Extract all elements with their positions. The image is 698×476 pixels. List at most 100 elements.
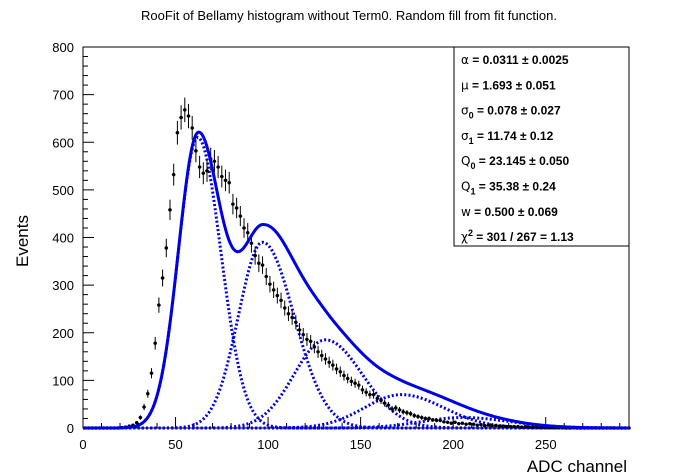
data-point bbox=[493, 423, 498, 428]
parameter-value: = 0.500 ± 0.069 bbox=[471, 205, 558, 219]
data-point bbox=[419, 415, 424, 420]
parameter-symbol: χ bbox=[461, 230, 468, 244]
x-tick-label: 250 bbox=[535, 437, 557, 452]
parameter-subscript: 0 bbox=[470, 161, 475, 171]
fit-curve bbox=[83, 130, 629, 430]
x-axis-label: ADC channel bbox=[527, 457, 627, 476]
data-point bbox=[427, 416, 431, 421]
data-point bbox=[197, 155, 202, 179]
data-point bbox=[345, 373, 350, 384]
parameter-value: = 0.0311 ± 0.0025 bbox=[469, 53, 569, 67]
data-point bbox=[323, 353, 328, 365]
data-point bbox=[516, 424, 520, 429]
data-point bbox=[382, 399, 387, 407]
data-point bbox=[538, 425, 542, 430]
data-point bbox=[397, 406, 402, 413]
data-point bbox=[145, 389, 150, 398]
data-point bbox=[338, 366, 343, 377]
data-point bbox=[142, 403, 146, 411]
y-tick-label: 300 bbox=[52, 278, 74, 293]
data-point bbox=[501, 424, 505, 428]
chart-title: RooFit of Bellamy histogram without Term… bbox=[141, 8, 557, 23]
fit-parameter-7: χ2 = 301 / 267 = 1.13 bbox=[461, 228, 574, 244]
x-tick-label: 0 bbox=[79, 437, 86, 452]
y-tick-label: 700 bbox=[52, 88, 74, 103]
data-point bbox=[238, 206, 243, 227]
data-point bbox=[401, 409, 405, 415]
data-point bbox=[482, 423, 487, 428]
fit-component-curve bbox=[83, 393, 629, 430]
data-point bbox=[530, 425, 535, 429]
data-point bbox=[423, 416, 428, 421]
data-point bbox=[508, 424, 513, 429]
data-point bbox=[468, 422, 472, 426]
x-tick-label: 200 bbox=[442, 437, 464, 452]
parameter-subscript: 1 bbox=[469, 136, 474, 146]
data-point bbox=[201, 162, 206, 185]
data-point bbox=[190, 116, 194, 140]
data-point bbox=[405, 410, 409, 416]
data-point bbox=[442, 420, 446, 424]
data-point bbox=[334, 363, 339, 375]
fit-parameter-6: w = 0.500 ± 0.069 bbox=[461, 205, 558, 219]
y-tick-label: 0 bbox=[67, 421, 74, 436]
data-point bbox=[157, 297, 161, 313]
data-point bbox=[375, 394, 380, 403]
fit-parameter-4: Q0 = 23.145 ± 0.050 bbox=[461, 154, 569, 171]
fit-parameter-5: Q1 = 35.38 ± 0.24 bbox=[461, 180, 556, 197]
data-point bbox=[220, 165, 224, 188]
data-point bbox=[460, 421, 465, 425]
data-point bbox=[153, 336, 157, 350]
data-point bbox=[186, 103, 191, 129]
data-point bbox=[408, 411, 413, 417]
data-point bbox=[257, 254, 261, 273]
fit-parameter-1: μ = 1.693 ± 0.051 bbox=[461, 78, 556, 92]
data-point bbox=[286, 306, 291, 322]
data-point bbox=[331, 359, 335, 371]
data-point bbox=[308, 334, 313, 348]
parameter-symbol: α bbox=[461, 53, 469, 67]
data-point bbox=[134, 421, 139, 425]
data-point bbox=[294, 315, 298, 330]
data-point bbox=[194, 139, 198, 163]
data-point bbox=[471, 422, 476, 426]
fit-component-curve bbox=[83, 416, 629, 430]
data-point bbox=[268, 275, 272, 293]
data-point bbox=[168, 199, 172, 221]
data-point bbox=[275, 287, 280, 304]
data-point bbox=[486, 423, 491, 427]
data-point bbox=[412, 413, 417, 419]
data-point bbox=[179, 105, 183, 130]
parameter-value: = 11.74 ± 0.12 bbox=[474, 129, 554, 143]
fit-parameter-2: σ0 = 0.078 ± 0.027 bbox=[461, 104, 561, 121]
data-point bbox=[327, 356, 331, 368]
data-point bbox=[271, 281, 276, 298]
fit-component-curve bbox=[83, 240, 629, 430]
x-axis: 0 50 100 150 200 250 bbox=[79, 417, 621, 452]
data-point bbox=[534, 425, 539, 429]
data-point bbox=[342, 370, 346, 381]
data-point bbox=[290, 310, 294, 325]
data-point bbox=[227, 171, 232, 194]
data-point bbox=[519, 425, 524, 429]
y-tick-label: 200 bbox=[52, 326, 74, 341]
parameter-symbol: σ bbox=[461, 129, 469, 143]
fit-parameter-3: σ1 = 11.74 ± 0.12 bbox=[461, 129, 554, 146]
parameter-symbol: Q bbox=[461, 180, 470, 194]
parameter-superscript: 2 bbox=[468, 228, 473, 238]
parameter-value: = 1.693 ± 0.051 bbox=[469, 78, 556, 92]
data-point bbox=[234, 197, 239, 219]
data-point bbox=[453, 420, 457, 424]
data-points bbox=[83, 97, 631, 430]
data-point bbox=[512, 424, 517, 429]
data-point bbox=[523, 424, 528, 429]
data-point bbox=[386, 401, 391, 409]
parameter-box-frame bbox=[453, 46, 630, 247]
parameter-value: = 35.38 ± 0.24 bbox=[475, 180, 556, 194]
data-point bbox=[171, 163, 176, 186]
data-point bbox=[312, 340, 317, 354]
data-point bbox=[253, 246, 257, 265]
data-point bbox=[475, 423, 480, 427]
